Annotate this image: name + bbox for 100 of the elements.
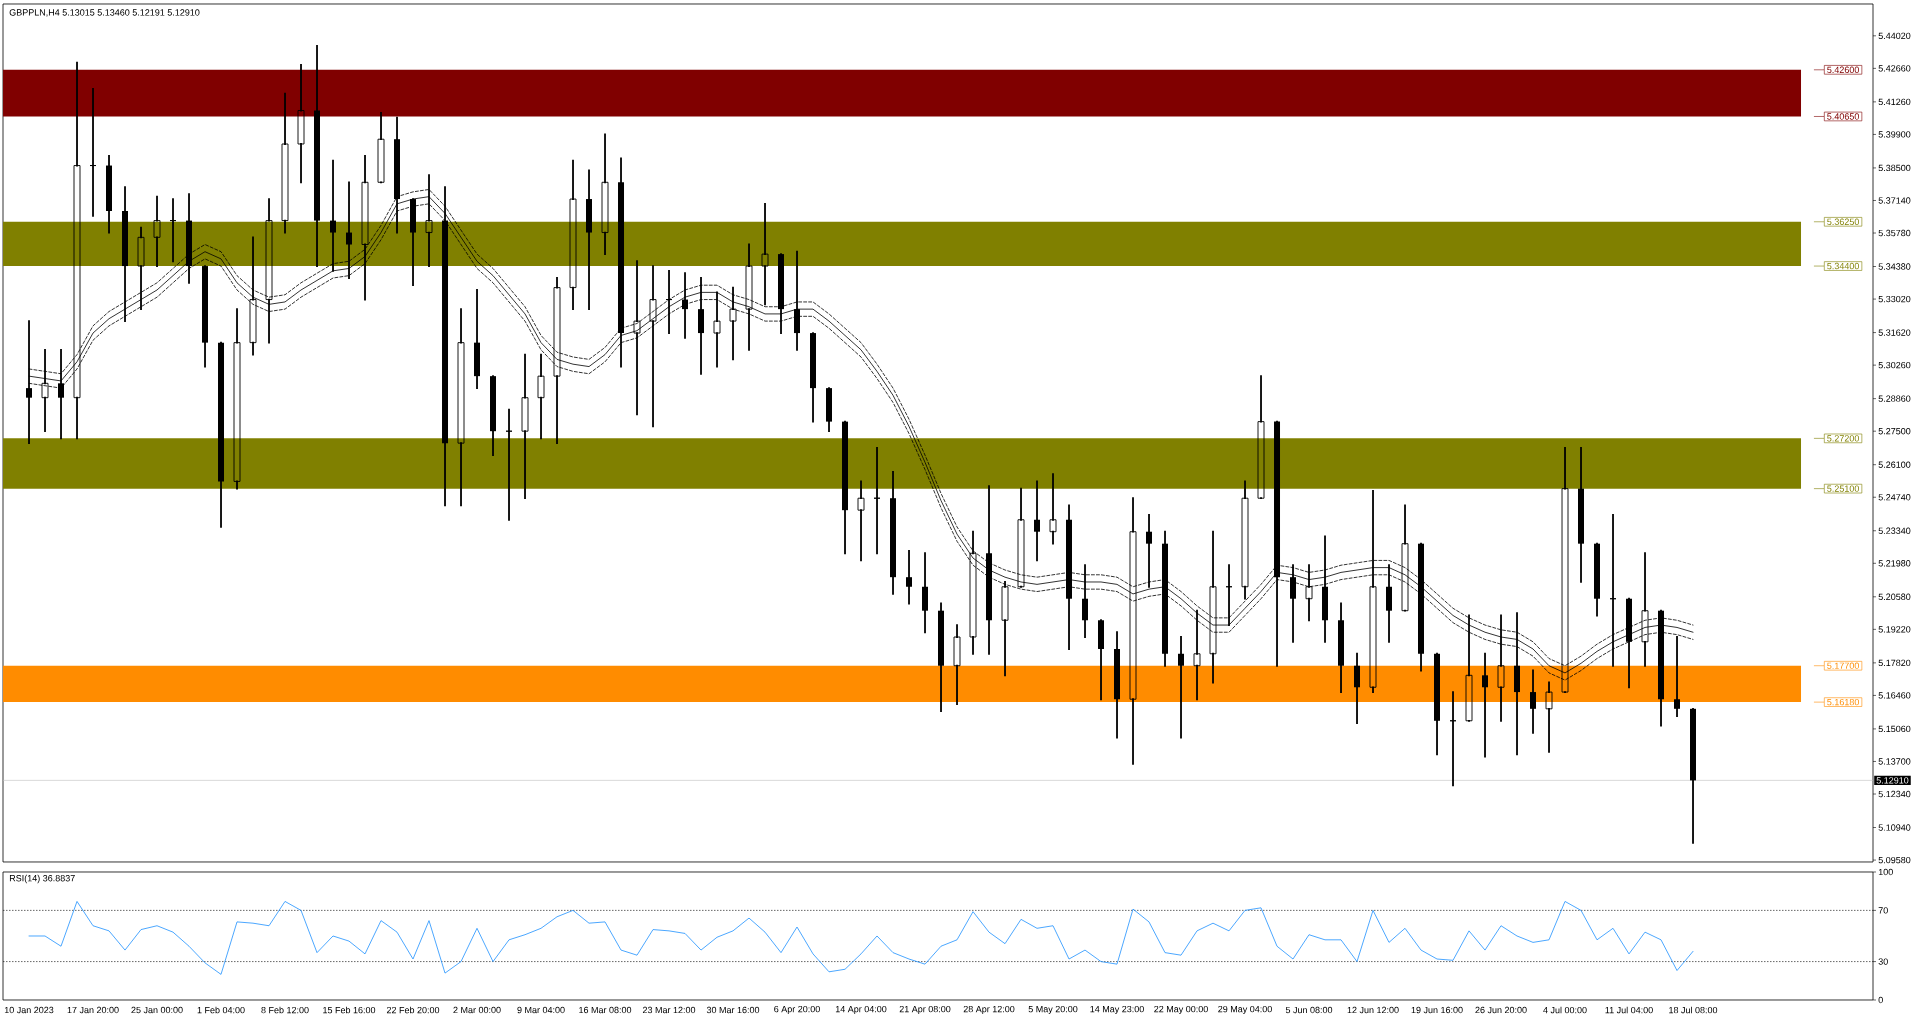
- x-tick-label: 4 Jul 00:00: [1543, 1006, 1587, 1014]
- x-tick-label: 14 Apr 04:00: [835, 1005, 887, 1015]
- x-tick-label: 22 May 00:00: [1154, 1005, 1208, 1015]
- y-tick-label: 5.10940: [1878, 824, 1911, 831]
- y-tick-label: 5.20580: [1878, 593, 1911, 600]
- candlestick: [1290, 564, 1297, 643]
- candlestick: [1146, 514, 1153, 588]
- candlestick: [474, 289, 481, 390]
- candlestick: [778, 254, 785, 334]
- candlestick: [1082, 564, 1089, 638]
- candlestick: [233, 308, 241, 490]
- y-tick-label: 5.31620: [1878, 329, 1911, 336]
- candlestick: [794, 250, 801, 351]
- text: 5.34400: [1827, 262, 1859, 270]
- y-tick-label: 5.42660: [1878, 65, 1911, 72]
- candlestick: [761, 202, 769, 306]
- y-tick-label: 5.41260: [1878, 98, 1911, 106]
- y-tick-label: 5.28860: [1878, 395, 1911, 402]
- y-tick-label: 5.24740: [1878, 494, 1911, 501]
- candlestick: [1530, 669, 1537, 734]
- y-tick-label: 5.13700: [1878, 758, 1911, 765]
- candlestick: [1578, 447, 1585, 583]
- text: 5.17700: [1827, 662, 1859, 669]
- candlestick: [1386, 564, 1393, 643]
- y-tick-label: 5.35780: [1878, 229, 1911, 237]
- candlestick: [826, 388, 833, 433]
- ref-line-label: 5.12910: [1876, 777, 1909, 784]
- candlestick: [1257, 375, 1265, 499]
- x-tick-label: 1 Feb 04:00: [197, 1006, 245, 1014]
- y-tick-label: 5.15060: [1878, 725, 1911, 733]
- y-tick-label: 5.30260: [1878, 361, 1911, 369]
- y-tick-label: 5.27500: [1878, 428, 1911, 435]
- y-tick-label: 5.21980: [1878, 560, 1911, 567]
- y-tick-label: 5.44020: [1878, 32, 1911, 40]
- candlestick: [1017, 487, 1025, 588]
- candlestick: [633, 260, 641, 416]
- candlestick: [1338, 602, 1345, 693]
- text: 5.36250: [1827, 218, 1859, 225]
- x-tick-label: 11 Jul 04:00: [1605, 1006, 1653, 1014]
- x-tick-label: 12 Jun 12:00: [1347, 1006, 1399, 1014]
- y-tick-label: 5.12340: [1878, 790, 1911, 798]
- candlestick: [810, 333, 817, 423]
- candlestick: [969, 530, 977, 655]
- candlestick: [106, 155, 113, 234]
- y-tick-label: 100: [1878, 868, 1893, 876]
- candlestick: [922, 552, 929, 634]
- candlestick: [218, 342, 225, 528]
- candlestick: [1690, 708, 1697, 844]
- candlestick: [490, 376, 497, 457]
- candlestick: [1178, 636, 1185, 739]
- candlestick: [586, 169, 593, 311]
- x-tick-label: 16 Mar 08:00: [579, 1006, 632, 1014]
- x-tick-label: 19 Jun 16:00: [1411, 1006, 1463, 1014]
- y-tick-label: 5.16460: [1878, 692, 1911, 699]
- x-tick-label: 17 Jan 20:00: [67, 1006, 119, 1014]
- text: 5.27200: [1827, 435, 1859, 442]
- candlestick: [202, 266, 209, 368]
- x-tick-label: 26 Jun 20:00: [1475, 1006, 1527, 1014]
- x-tick-label: 23 Mar 12:00: [642, 1006, 696, 1014]
- x-tick-label: 15 Feb 16:00: [323, 1006, 376, 1014]
- y-tick-label: 5.37140: [1878, 197, 1911, 204]
- x-tick-label: 21 Apr 08:00: [899, 1005, 951, 1015]
- y-tick-label: 70: [1878, 907, 1888, 914]
- x-tick-label: 28 Apr 12:00: [963, 1005, 1015, 1015]
- candlestick: [938, 602, 945, 713]
- line-series: [28, 901, 1694, 975]
- candlestick: [1114, 631, 1121, 739]
- y-tick-label: 5.09580: [1878, 856, 1911, 864]
- x-tick-label: 25 Jan 00:00: [131, 1006, 183, 1014]
- candlestick: [906, 549, 913, 605]
- x-tick-label: 18 Jul 08:00: [1669, 1006, 1718, 1014]
- x-tick-label: 5 Jun 08:00: [1285, 1006, 1333, 1014]
- y-tick-label: 30: [1878, 958, 1888, 965]
- candlestick: [890, 470, 897, 595]
- x-tick-label: 8 Feb 12:00: [261, 1006, 309, 1014]
- x-tick-label: 22 Feb 20:00: [386, 1006, 440, 1014]
- candlestick: [1482, 652, 1489, 758]
- y-tick-label: 5.39900: [1878, 131, 1911, 138]
- text: 5.40650: [1827, 113, 1859, 120]
- candlestick: [58, 348, 65, 440]
- text: 5.16180: [1827, 698, 1859, 706]
- candlestick: [1098, 620, 1105, 701]
- chart-title: RSI(14) 36.8837: [9, 874, 75, 884]
- candlestick: [698, 277, 705, 375]
- y-tick-label: 5.34380: [1878, 263, 1911, 270]
- x-tick-label: 6 Apr 20:00: [774, 1005, 820, 1015]
- y-tick-label: 5.17820: [1878, 659, 1911, 667]
- y-tick-label: 5.23340: [1878, 527, 1911, 534]
- text: 5.25100: [1827, 485, 1859, 492]
- y-tick-label: 5.19220: [1878, 626, 1911, 633]
- candlestick: [314, 44, 321, 267]
- candlestick: [1322, 535, 1329, 643]
- x-tick-label: 5 May 20:00: [1028, 1005, 1078, 1015]
- candlestick: [1354, 652, 1361, 725]
- y-tick-label: 5.26100: [1878, 461, 1911, 468]
- candlestick: [1241, 480, 1249, 600]
- text: 5.42600: [1827, 66, 1859, 73]
- candlestick: [682, 272, 689, 339]
- candlestick: [1594, 543, 1601, 617]
- x-tick-label: 2 Mar 00:00: [453, 1006, 501, 1014]
